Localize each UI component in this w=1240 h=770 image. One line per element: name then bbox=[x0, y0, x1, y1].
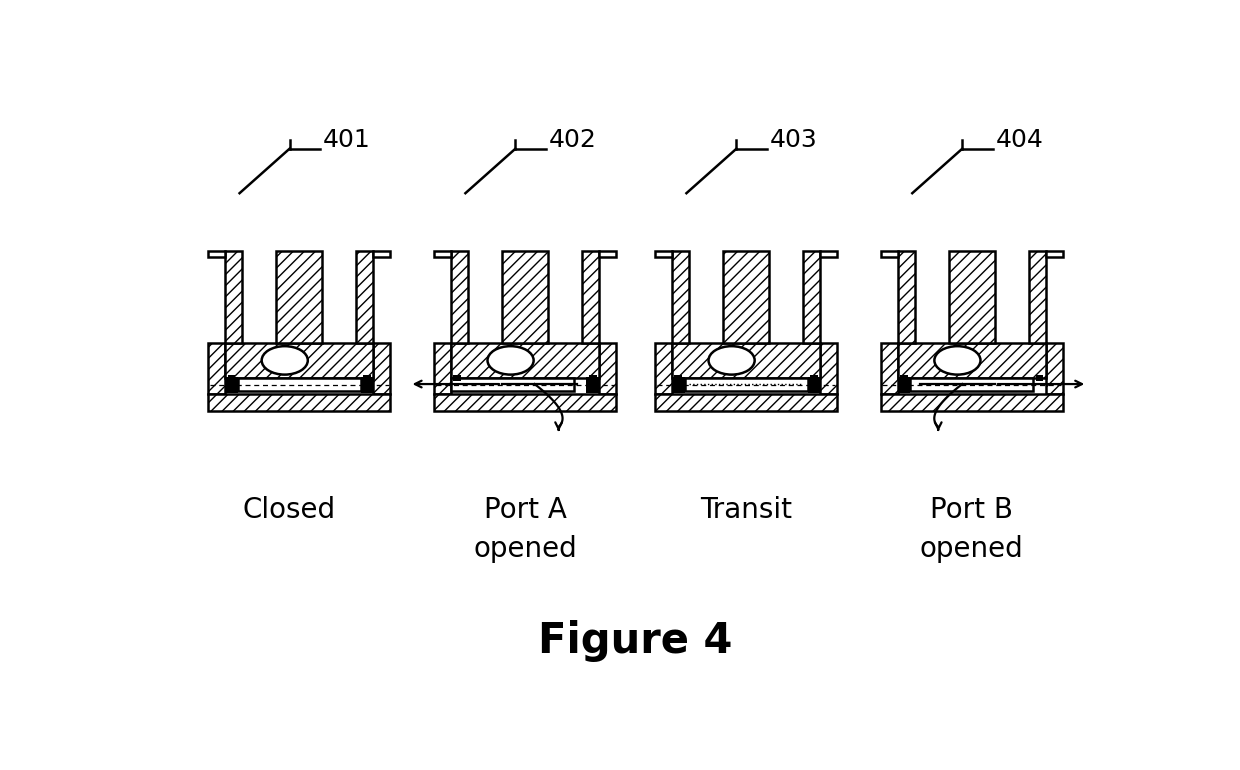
Bar bbox=[226, 343, 373, 378]
Bar bbox=[810, 375, 817, 381]
Bar bbox=[238, 378, 361, 391]
Text: 404: 404 bbox=[996, 128, 1044, 152]
Bar bbox=[587, 377, 599, 393]
Bar bbox=[373, 343, 391, 394]
Bar bbox=[582, 251, 599, 343]
Bar bbox=[672, 377, 684, 393]
Bar bbox=[277, 251, 322, 343]
Bar bbox=[1035, 375, 1043, 381]
Bar bbox=[900, 375, 908, 381]
Bar bbox=[723, 251, 769, 343]
Bar bbox=[820, 343, 837, 394]
Bar bbox=[208, 343, 226, 394]
Bar bbox=[451, 378, 574, 391]
Text: Port A
opened: Port A opened bbox=[474, 496, 577, 563]
Bar bbox=[655, 394, 837, 410]
Bar bbox=[880, 394, 1063, 410]
Text: Figure 4: Figure 4 bbox=[538, 620, 733, 662]
Bar bbox=[502, 251, 548, 343]
Bar bbox=[356, 251, 373, 343]
Bar bbox=[880, 251, 898, 256]
Bar bbox=[434, 343, 451, 394]
Bar bbox=[434, 394, 616, 410]
Bar bbox=[599, 251, 616, 256]
Bar bbox=[898, 343, 1045, 378]
Bar bbox=[599, 343, 616, 394]
Bar bbox=[672, 251, 689, 343]
Bar bbox=[898, 377, 910, 393]
Bar bbox=[451, 343, 599, 378]
Bar bbox=[361, 377, 373, 393]
Circle shape bbox=[708, 346, 755, 375]
Text: Port B
opened: Port B opened bbox=[920, 496, 1024, 563]
Bar bbox=[363, 375, 371, 381]
Text: 401: 401 bbox=[324, 128, 371, 152]
Bar bbox=[208, 251, 226, 256]
Circle shape bbox=[935, 346, 981, 375]
Bar bbox=[672, 343, 820, 378]
Bar bbox=[655, 343, 672, 394]
Circle shape bbox=[262, 346, 308, 375]
Bar bbox=[910, 378, 1033, 391]
Bar bbox=[1045, 251, 1063, 256]
Bar bbox=[655, 251, 672, 256]
Bar bbox=[820, 251, 837, 256]
Bar bbox=[451, 251, 469, 343]
Circle shape bbox=[487, 346, 533, 375]
Bar bbox=[589, 375, 596, 381]
Bar bbox=[684, 378, 807, 391]
Bar bbox=[802, 251, 820, 343]
Bar bbox=[880, 343, 898, 394]
Bar bbox=[1045, 343, 1063, 394]
Bar bbox=[807, 377, 820, 393]
Bar bbox=[434, 251, 451, 256]
Bar bbox=[373, 251, 391, 256]
Bar bbox=[675, 375, 682, 381]
Bar bbox=[226, 377, 238, 393]
Text: Closed: Closed bbox=[243, 496, 336, 524]
Bar bbox=[949, 251, 994, 343]
Text: 403: 403 bbox=[770, 128, 818, 152]
Bar bbox=[228, 375, 236, 381]
Bar bbox=[898, 251, 915, 343]
Text: Transit: Transit bbox=[701, 496, 792, 524]
Bar bbox=[208, 394, 391, 410]
Bar bbox=[226, 251, 243, 343]
Bar bbox=[454, 375, 461, 381]
Bar bbox=[1028, 251, 1045, 343]
Text: 402: 402 bbox=[549, 128, 596, 152]
